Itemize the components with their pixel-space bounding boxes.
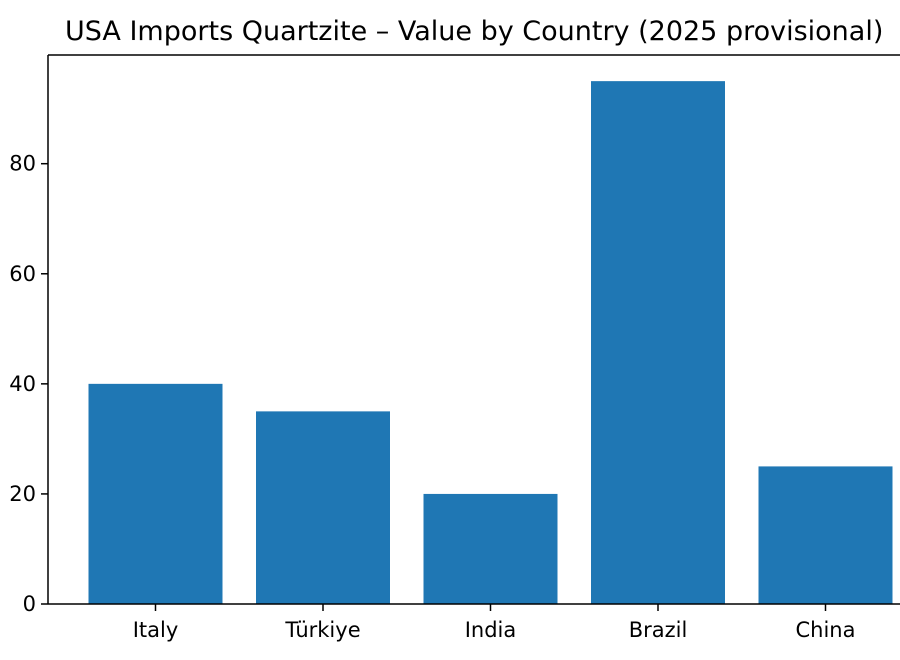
y-tick-label: 0 [23, 592, 36, 616]
x-tick-label: India [465, 618, 517, 642]
bar-india [423, 493, 558, 604]
y-tick-label: 20 [9, 482, 36, 506]
bar-italy [88, 383, 223, 604]
x-tick-label: Brazil [629, 618, 688, 642]
bar-china [758, 466, 893, 604]
y-tick-label: 40 [9, 372, 36, 396]
bar-brazil [591, 81, 725, 604]
y-axis: 0 20 40 60 80 [9, 152, 48, 616]
chart-title: USA Imports Quartzite – Value by Country… [65, 16, 883, 47]
bars-group [88, 81, 893, 604]
x-tick-label: Türkiye [284, 618, 360, 642]
y-tick-label: 80 [9, 152, 36, 176]
y-tick-label: 60 [9, 262, 36, 286]
x-tick-label: China [796, 618, 856, 642]
x-tick-label: Italy [133, 618, 179, 642]
x-axis: Italy Türkiye India Brazil China [133, 604, 856, 642]
bar-t-rkiye [256, 411, 390, 604]
